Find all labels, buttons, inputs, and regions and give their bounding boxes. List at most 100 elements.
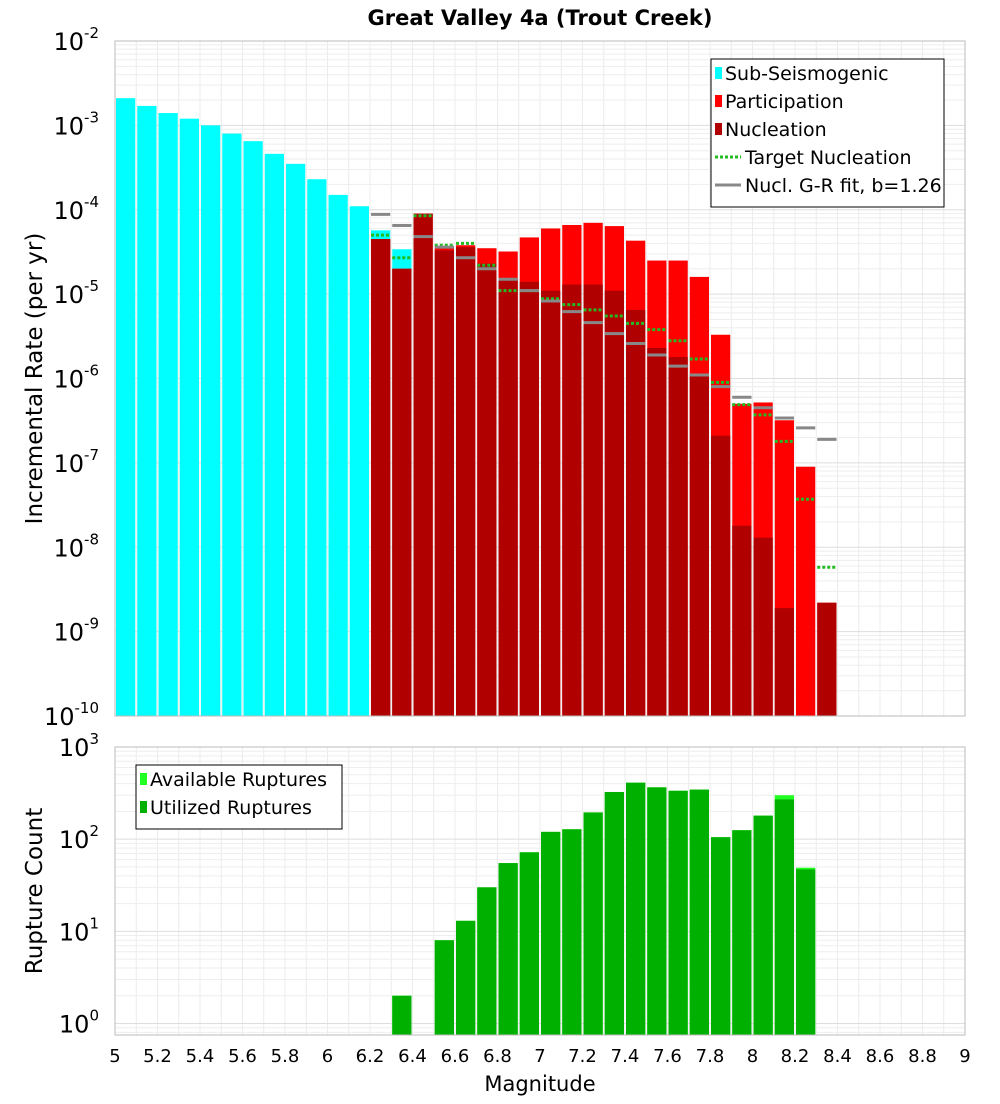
bar-utilized-ruptures <box>477 887 497 1035</box>
bar-utilized-ruptures <box>626 782 646 1035</box>
bar-nucleation <box>817 602 837 716</box>
bar-nucleation <box>647 347 667 716</box>
legend: Available Ruptures Utilized Ruptures <box>135 764 343 830</box>
x-tick-label: 5.2 <box>143 1046 172 1067</box>
bar-utilized-ruptures <box>541 831 561 1035</box>
bar-sub-seismogenic <box>137 105 157 717</box>
legend-box <box>135 764 343 830</box>
x-tick-label: 6 <box>322 1046 333 1067</box>
bar-nucleation <box>392 268 412 716</box>
legend-box <box>710 58 945 208</box>
y-tick-label: 102 <box>59 822 99 854</box>
x-tick-label: 8 <box>747 1046 758 1067</box>
y-tick-label: 10-3 <box>53 108 99 140</box>
bar-utilized-ruptures <box>732 830 752 1035</box>
y-tick-label: 10-8 <box>53 530 99 562</box>
bar-nucleation <box>668 356 688 716</box>
legend-swatch <box>715 95 722 107</box>
x-tick-label: 7.8 <box>696 1046 725 1067</box>
x-tick-label: 6.4 <box>398 1046 427 1067</box>
bar-utilized-ruptures <box>796 869 816 1035</box>
x-tick-label: 7 <box>534 1046 545 1067</box>
x-tick-label: 5.4 <box>186 1046 215 1067</box>
bar-nucleation <box>774 608 794 716</box>
legend-label: Participation <box>725 91 844 113</box>
legend-swatch <box>715 123 722 135</box>
bar-sub-seismogenic <box>222 133 242 717</box>
bar-sub-seismogenic <box>264 153 284 716</box>
bar-utilized-ruptures <box>519 852 539 1035</box>
bar-utilized-ruptures <box>711 837 731 1035</box>
x-tick-label: 7.6 <box>653 1046 682 1067</box>
legend-label: Nucl. G-R fit, b=1.26 <box>745 175 942 197</box>
x-tick-label: 8.6 <box>866 1046 895 1067</box>
bar-nucleation <box>434 250 454 717</box>
x-tick-label: 8.8 <box>908 1046 937 1067</box>
legend: Sub-Seismogenic Participation Nucleation Ta… <box>710 58 945 208</box>
x-axis-label: Magnitude <box>484 1072 595 1096</box>
y-tick-label: 100 <box>59 1006 99 1038</box>
bar-utilized-ruptures <box>647 787 667 1035</box>
bar-utilized-ruptures <box>456 920 476 1035</box>
bar-nucleation <box>689 375 709 716</box>
bar-nucleation <box>732 525 752 716</box>
plot-frame <box>114 746 966 1036</box>
x-tick-label: 6.6 <box>441 1046 470 1067</box>
bar-utilized-ruptures <box>774 799 794 1035</box>
y-axis-label: Incremental Rate (per yr) <box>22 233 48 525</box>
x-tick-label: 7.4 <box>611 1046 640 1067</box>
bar-nucleation <box>456 247 476 716</box>
bar-sub-seismogenic <box>349 206 369 716</box>
x-tick-label: 5.8 <box>271 1046 300 1067</box>
legend-label: Nucleation <box>725 119 827 141</box>
bar-utilized-ruptures <box>604 791 624 1035</box>
y-tick-label: 10-5 <box>53 277 99 309</box>
x-tick-label: 6.2 <box>356 1046 385 1067</box>
legend-label: Target Nucleation <box>744 147 912 169</box>
x-tick-label: 8.2 <box>781 1046 810 1067</box>
legend-swatch <box>140 773 147 785</box>
x-tick-label: 6.8 <box>483 1046 512 1067</box>
y-tick-label: 10-10 <box>44 699 99 731</box>
legend-swatch <box>140 801 147 813</box>
y-axis-label: Rupture Count <box>22 808 48 974</box>
bar-sub-seismogenic <box>179 118 199 716</box>
bar-sub-seismogenic <box>201 125 221 716</box>
chart-title: Great Valley 4a (Trout Creek) <box>368 6 713 30</box>
bar-utilized-ruptures <box>392 995 412 1035</box>
legend-label: Available Ruptures <box>150 769 327 791</box>
legend-label: Utilized Ruptures <box>150 797 312 819</box>
y-tick-label: 103 <box>59 730 99 762</box>
bar-nucleation <box>711 435 731 716</box>
bar-sub-seismogenic <box>243 141 263 717</box>
bar-participation <box>796 466 816 716</box>
bar-nucleation <box>541 290 561 716</box>
bar-utilized-ruptures <box>753 815 773 1035</box>
y-tick-label: 10-4 <box>53 193 99 225</box>
y-tick-label: 10-2 <box>53 24 99 56</box>
bar-sub-seismogenic <box>286 163 306 717</box>
chart-panel-2: 100 101 102 103 5 5.2 5.4 5.6 5.8 6 6.2 6.4 6.6 6.8 7 7… <box>22 730 971 1096</box>
bar-utilized-ruptures <box>562 829 582 1035</box>
legend-swatch <box>715 67 722 79</box>
x-tick-label: 5.6 <box>228 1046 257 1067</box>
bar-nucleation <box>519 281 539 716</box>
bar-nucleation <box>562 284 582 716</box>
bar-sub-seismogenic <box>158 113 178 716</box>
x-tick-label: 5 <box>109 1046 120 1067</box>
bar-sub-seismogenic <box>328 194 348 716</box>
bar-utilized-ruptures <box>689 789 709 1035</box>
bar-nucleation <box>477 263 497 716</box>
bar-nucleation <box>626 309 646 716</box>
y-tick-label: 101 <box>59 914 99 946</box>
chart-panel-1: 10-10 10-9 10-8 10-7 10-6 10-5 10-4 10-3 10-2 Gre… <box>22 6 966 731</box>
bar-sub-seismogenic <box>116 98 136 716</box>
x-tick-label: 8.4 <box>823 1046 852 1067</box>
bar-utilized-ruptures <box>668 790 688 1035</box>
bar-nucleation <box>583 284 603 716</box>
plot-frame <box>114 40 966 717</box>
bar-nucleation <box>753 537 773 716</box>
bar-utilized-ruptures <box>498 863 518 1035</box>
